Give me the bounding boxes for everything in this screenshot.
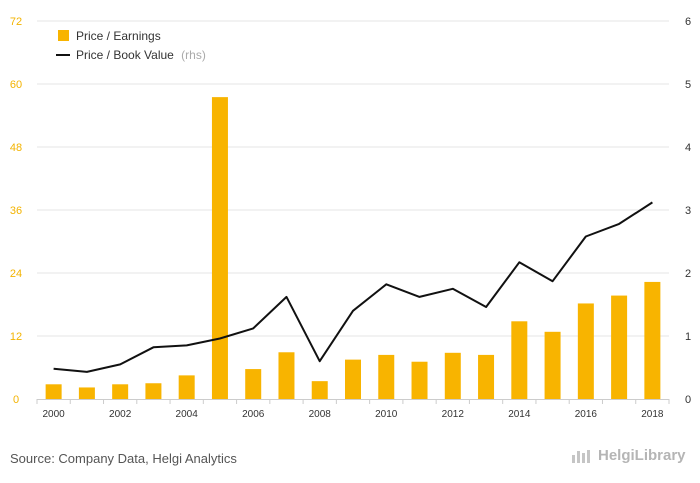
- x-axis-tick-label: 2010: [375, 409, 398, 420]
- pe-bar: [478, 354, 495, 399]
- x-axis-tick-label: 2000: [43, 409, 66, 420]
- pe-bar: [311, 381, 328, 399]
- right-axis-tick: 2: [685, 268, 691, 280]
- brand-name: HelgiLibrary: [598, 447, 686, 464]
- legend-label-pbv: Price / Book Value: [76, 48, 174, 62]
- pbv-line: [53, 201, 653, 373]
- pe-bar: [211, 97, 228, 399]
- x-axis-tick-label: 2008: [309, 409, 332, 420]
- left-axis-tick: 72: [10, 16, 22, 28]
- right-axis-tick: 4: [685, 142, 691, 154]
- left-axis-tick: 60: [10, 79, 22, 91]
- legend-swatch-pe: [58, 30, 69, 41]
- pe-bar: [644, 281, 661, 399]
- legend-label-pe: Price / Earnings: [76, 29, 161, 43]
- pe-bar: [178, 375, 195, 399]
- x-axis-tick-label: 2002: [109, 409, 132, 420]
- pe-bar: [112, 384, 129, 399]
- gridlines: [37, 20, 669, 337]
- x-axis-tick-label: 2016: [575, 409, 598, 420]
- pe-bar: [577, 303, 594, 399]
- pe-bar: [378, 354, 395, 399]
- pe-bar: [611, 295, 628, 399]
- x-axis-tick-label: 2006: [242, 409, 265, 420]
- right-axis-tick: 3: [685, 205, 691, 217]
- left-axis-tick: 24: [10, 268, 22, 280]
- pe-bar: [78, 387, 95, 399]
- pe-bar: [511, 321, 528, 399]
- left-axis-tick: 0: [13, 394, 19, 406]
- right-axis-tick: 0: [685, 394, 691, 406]
- x-axis-tick-label: 2014: [508, 409, 531, 420]
- legend-label-rhs: (rhs): [181, 48, 206, 62]
- left-axis-tick: 12: [10, 331, 22, 343]
- library-icon: [572, 449, 594, 463]
- x-axis-tick-label: 2004: [176, 409, 199, 420]
- pbv-line-layer: [53, 201, 653, 373]
- source-note: Source: Company Data, Helgi Analytics: [10, 451, 237, 466]
- pe-bars: [45, 97, 661, 399]
- pe-bar: [45, 384, 62, 399]
- right-axis-tick: 5: [685, 79, 691, 91]
- pe-bar: [278, 352, 295, 399]
- right-axis-tick: 6: [685, 16, 691, 28]
- legend: Price / Earnings Price / Book Value (rhs…: [56, 29, 206, 62]
- pe-bar: [145, 383, 162, 399]
- pe-bar: [411, 361, 428, 399]
- x-axis-tick-label: 2018: [641, 409, 664, 420]
- pe-bar: [345, 359, 361, 399]
- pe-bar: [245, 369, 262, 399]
- svg-text:Price / Book Value (rh: Price / Book Value (rhs): [76, 48, 206, 62]
- left-axis-tick: 36: [10, 205, 22, 217]
- right-axis-tick: 1: [685, 331, 691, 343]
- pe-bar: [444, 352, 461, 399]
- x-axis-tick-label: 2012: [442, 409, 465, 420]
- left-axis-tick: 48: [10, 142, 22, 154]
- brand-logo: HelgiLibrary: [572, 447, 686, 464]
- pe-bar: [544, 331, 561, 399]
